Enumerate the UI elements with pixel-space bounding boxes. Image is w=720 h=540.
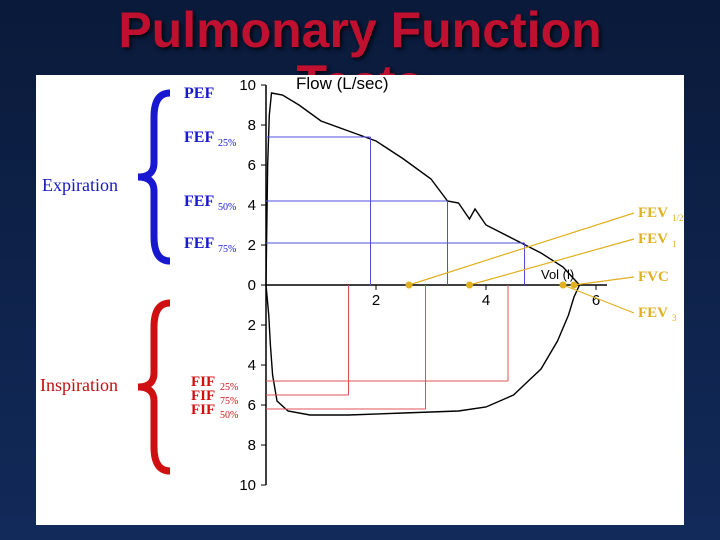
svg-text:50%: 50%: [218, 202, 236, 213]
svg-text:4: 4: [248, 357, 256, 374]
svg-text:1: 1: [672, 239, 677, 249]
svg-text:FVC: FVC: [638, 269, 669, 285]
svg-text:8: 8: [248, 117, 256, 134]
svg-text:10: 10: [239, 477, 256, 494]
svg-text:FEF: FEF: [184, 235, 214, 252]
svg-text:4: 4: [482, 292, 490, 309]
svg-text:FEV: FEV: [638, 231, 668, 247]
svg-text:25%: 25%: [220, 382, 238, 393]
svg-text:PEF: PEF: [184, 85, 214, 102]
svg-text:1/2: 1/2: [672, 213, 684, 223]
svg-text:4: 4: [248, 197, 256, 214]
svg-text:3: 3: [672, 313, 677, 323]
svg-text:6: 6: [592, 292, 600, 309]
svg-text:Flow (L/sec): Flow (L/sec): [296, 75, 389, 93]
svg-text:75%: 75%: [218, 244, 236, 255]
svg-text:75%: 75%: [220, 396, 238, 407]
svg-text:2: 2: [372, 292, 380, 309]
svg-text:FIF: FIF: [191, 402, 215, 418]
svg-text:2: 2: [248, 317, 256, 334]
flow-volume-chart: 1086420246810246Flow (L/sec)Vol (l)PEFFE…: [36, 75, 684, 525]
svg-text:FEV: FEV: [638, 305, 668, 321]
title-line1: Pulmonary Function: [0, 4, 720, 57]
svg-text:2: 2: [248, 237, 256, 254]
svg-text:FEV: FEV: [638, 205, 668, 221]
svg-text:8: 8: [248, 437, 256, 454]
svg-text:6: 6: [248, 157, 256, 174]
svg-text:FEF: FEF: [184, 193, 214, 210]
svg-text:0: 0: [248, 277, 256, 294]
svg-text:6: 6: [248, 397, 256, 414]
chart-container: Expiration Inspiration 1086420246810246F…: [36, 75, 684, 525]
svg-text:10: 10: [239, 77, 256, 94]
svg-text:25%: 25%: [218, 138, 236, 149]
svg-text:50%: 50%: [220, 410, 238, 421]
svg-text:FEF: FEF: [184, 129, 214, 146]
